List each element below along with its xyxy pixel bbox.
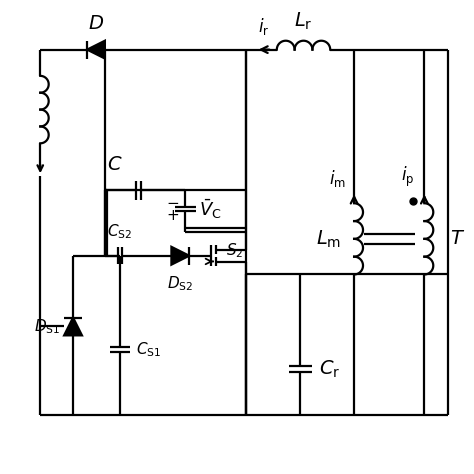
Text: $L_{\rm m}$: $L_{\rm m}$: [316, 228, 341, 249]
Text: $D$: $D$: [88, 15, 104, 33]
Polygon shape: [64, 318, 82, 336]
Text: $D_{\rm S1}$: $D_{\rm S1}$: [34, 317, 60, 336]
Text: $-$: $-$: [166, 194, 179, 210]
Text: $D_{\rm S2}$: $D_{\rm S2}$: [167, 274, 193, 293]
Text: $i_{\rm m}$: $i_{\rm m}$: [329, 168, 346, 189]
Text: $\bar{V}_{\rm C}$: $\bar{V}_{\rm C}$: [199, 197, 221, 221]
Polygon shape: [172, 247, 189, 264]
Text: $C_{\rm S2}$: $C_{\rm S2}$: [107, 222, 132, 241]
Text: $i_{\rm r}$: $i_{\rm r}$: [258, 16, 269, 36]
Text: $T$: $T$: [450, 230, 465, 248]
Text: $S_2$: $S_2$: [226, 242, 244, 260]
Text: $i_{\rm p}$: $i_{\rm p}$: [401, 165, 415, 189]
Text: $C_{\rm S1}$: $C_{\rm S1}$: [137, 340, 162, 359]
Text: $+$: $+$: [166, 209, 179, 223]
Text: $L_{\rm r}$: $L_{\rm r}$: [294, 10, 313, 32]
Text: $C_{\rm r}$: $C_{\rm r}$: [319, 358, 340, 380]
Text: $C$: $C$: [108, 156, 123, 174]
Polygon shape: [87, 41, 105, 58]
